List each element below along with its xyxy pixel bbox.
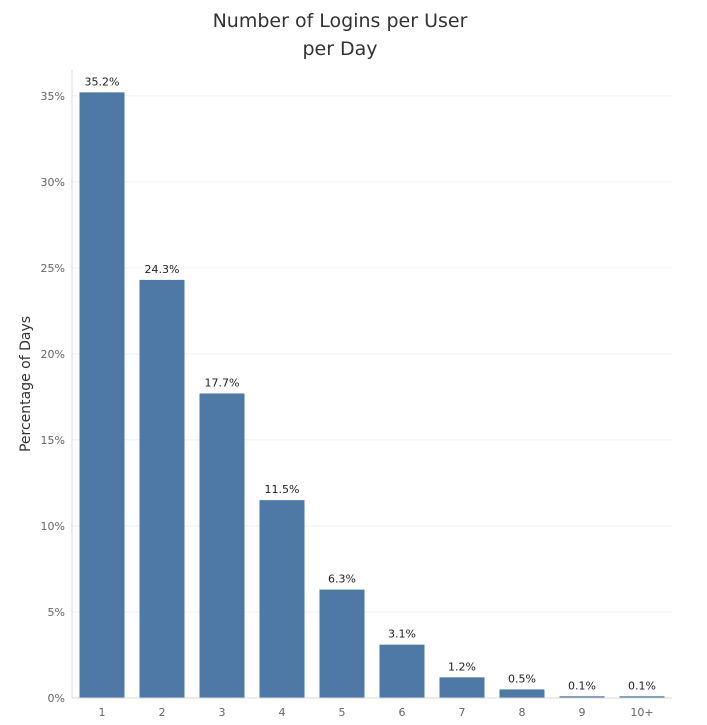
y-tick-label: 10% [41,520,65,533]
x-axis-ticks: 1 2 3 4 5 6 7 8 9 10+ [99,706,654,719]
data-label: 35.2% [85,75,120,88]
data-label: 3.1% [388,628,416,641]
y-tick-label: 5% [48,606,65,619]
x-tick-label: 7 [459,706,466,719]
bar-3 [199,393,245,698]
bar-7 [439,677,485,698]
data-label: 1.2% [448,660,476,673]
x-tick-label: 5 [339,706,346,719]
y-tick-label: 25% [41,262,65,275]
data-label: 17.7% [205,376,240,389]
data-labels: 35.2% 24.3% 17.7% 11.5% 6.3% 3.1% 1.2% 0.5% 0.1%… [85,75,656,692]
bars [79,92,665,698]
y-tick-label: 15% [41,434,65,447]
bar-5 [319,589,365,698]
data-label: 6.3% [328,573,356,586]
bar-1 [79,92,125,698]
bar-8 [499,689,545,698]
chart-title-line-1: Number of Logins per User [213,10,468,32]
data-label: 0.1% [628,679,656,692]
y-tick-label: 35% [41,90,65,103]
x-tick-label: 4 [279,706,286,719]
x-tick-label: 9 [579,706,586,719]
x-tick-label: 3 [219,706,226,719]
data-label: 0.1% [568,679,596,692]
bar-2 [139,279,185,698]
bar-6 [379,644,425,698]
bar-9 [559,696,605,698]
y-axis-label: Percentage of Days [18,316,34,452]
data-label: 11.5% [265,483,300,496]
x-tick-label: 2 [159,706,166,719]
x-tick-label: 8 [519,706,526,719]
y-axis-ticks: 0% 5% 10% 15% 20% 25% 30% 35% [41,90,65,705]
x-tick-label: 10+ [630,706,653,719]
chart-title-line-2: per Day [302,38,377,60]
y-tick-label: 30% [41,176,65,189]
x-tick-label: 1 [99,706,106,719]
y-tick-label: 20% [41,348,65,361]
data-label: 0.5% [508,672,536,685]
data-label: 24.3% [145,263,180,276]
x-tick-label: 6 [399,706,406,719]
bar-4 [259,500,305,698]
y-tick-label: 0% [48,692,65,705]
bar-10+ [619,696,665,698]
